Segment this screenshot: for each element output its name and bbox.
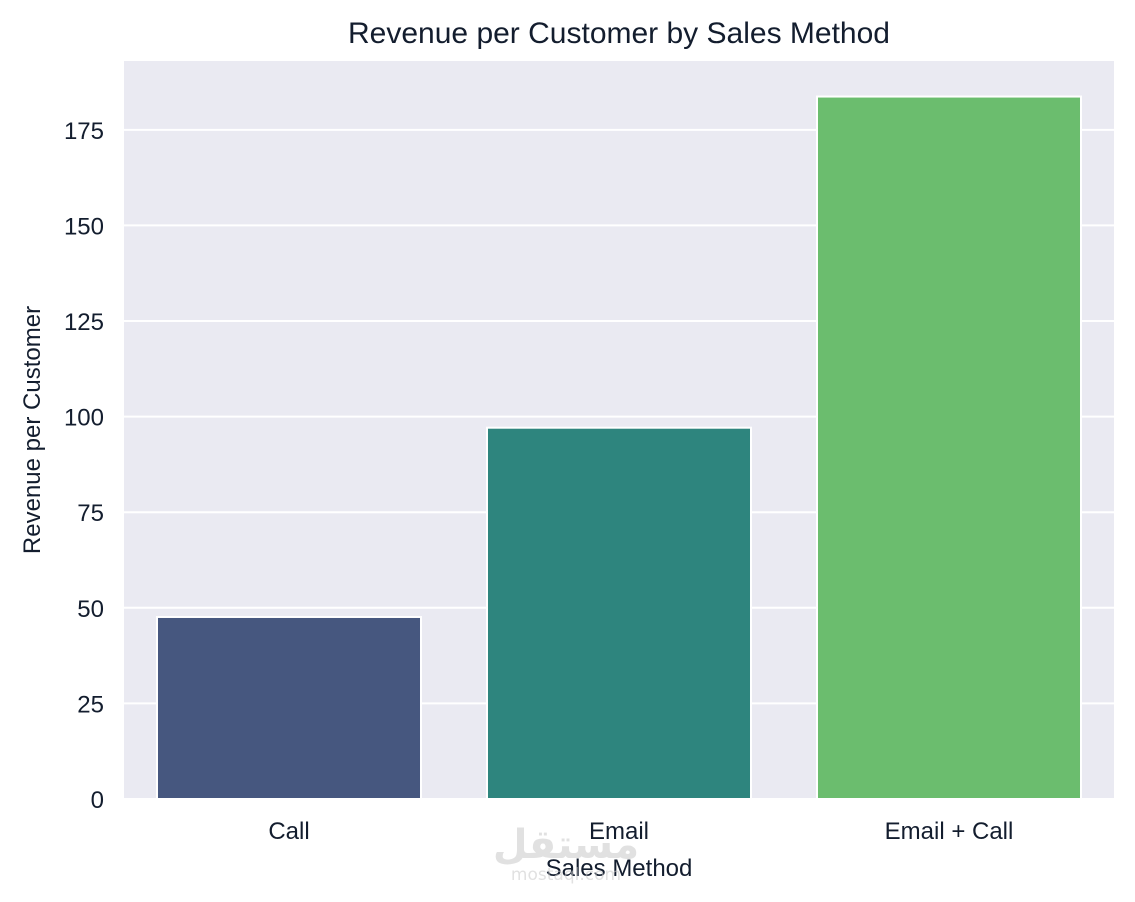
chart-title: Revenue per Customer by Sales Method — [348, 17, 890, 50]
y-tick-labels: 0 25 50 75 100 125 150 175 — [64, 118, 104, 814]
x-axis-label: Sales Method — [546, 855, 693, 882]
y-tick-label: 75 — [77, 500, 104, 527]
x-tick-labels: Call Email Email + Call — [268, 818, 1013, 845]
y-tick-label: 125 — [64, 309, 104, 336]
bar-email — [486, 426, 752, 800]
bar-call — [156, 615, 422, 800]
y-tick-label: 100 — [64, 405, 104, 432]
y-tick-label: 0 — [91, 787, 104, 814]
y-axis-label: Revenue per Customer — [19, 306, 46, 554]
watermark-logo: مستقل — [493, 822, 639, 868]
watermark: مستقل mostaql.com — [493, 822, 639, 885]
y-tick-label: 175 — [64, 118, 104, 145]
x-tick-label: Email + Call — [885, 818, 1014, 845]
x-tick-label: Email — [589, 818, 649, 845]
y-tick-label: 150 — [64, 213, 104, 240]
bar-email-call — [816, 95, 1082, 801]
y-tick-label: 50 — [77, 596, 104, 623]
bars — [156, 95, 1082, 801]
watermark-url: mostaql.com — [511, 865, 621, 885]
y-tick-label: 25 — [77, 691, 104, 718]
x-tick-label: Call — [268, 818, 309, 845]
